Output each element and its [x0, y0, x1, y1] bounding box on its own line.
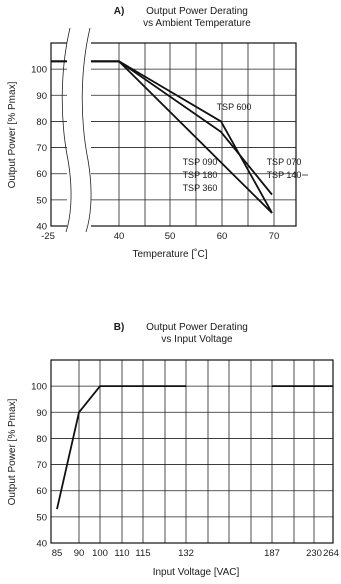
chart-b-xtick-label: 100	[92, 548, 108, 559]
chart-b-subtitle: vs Input Voltage	[161, 334, 233, 345]
chart-a-series-line	[91, 60, 273, 214]
chart-a-annotation: TSP 180	[183, 170, 218, 180]
chart-a-xtick-label: 70	[269, 231, 280, 242]
chart-a-annotation: TSP 070	[267, 157, 302, 167]
chart-a-ytick-label: 70	[36, 143, 47, 154]
chart-b-ytick-label: 40	[36, 539, 47, 550]
chart-b-ytick-label: 100	[31, 382, 47, 393]
chart-b-ytick-label: 70	[36, 460, 47, 471]
chart-a-series-line	[91, 60, 273, 196]
chart-a-title: Output Power Derating	[146, 6, 248, 17]
chart-a-ytick-label: 50	[36, 195, 47, 206]
chart-a-panel-label: A)	[114, 6, 125, 17]
chart-a-series-line	[91, 60, 273, 214]
chart-a-xtick-label: 40	[114, 231, 125, 242]
chart-a-annotation: TSP 360	[183, 183, 218, 193]
chart-b-ytick-label: 50	[36, 512, 47, 523]
chart-a-ylabel: Output Power [% Pmax]	[7, 81, 18, 188]
chart-a-break-mark-left	[61, 27, 72, 233]
chart-b-xtick-label: 115	[135, 548, 150, 559]
chart-b-xtick-label: 85	[52, 548, 63, 559]
chart-a-annotation: TSP 140	[267, 170, 302, 180]
chart-b-xtick-label: 230	[306, 548, 322, 559]
chart-a-ytick-label: 60	[36, 169, 47, 180]
chart-a-frame	[50, 42, 297, 227]
chart-b-title: Output Power Derating	[146, 322, 248, 333]
chart-a-ytick-label: 90	[36, 91, 47, 102]
chart-a-xlabel: Temperature [˚C]	[132, 248, 207, 260]
chart-b-xtick-label: 132	[178, 548, 194, 559]
chart-b-xtick-label: 90	[74, 548, 85, 559]
chart-a-subtitle: vs Ambient Temperature	[143, 18, 251, 29]
chart-a-xtick-label: 50	[165, 231, 176, 242]
chart-b-frame	[50, 359, 334, 544]
chart-a-ytick-label: 100	[31, 65, 47, 76]
chart-b-xlabel: Input Voltage [VAC]	[153, 567, 240, 578]
chart-b-ylabel: Output Power [% Pmax]	[7, 398, 18, 505]
chart-b-xtick-label: 110	[114, 548, 129, 559]
chart-b-xtick-label: 187	[264, 548, 280, 559]
chart-a-annotation: TSP 600	[217, 102, 252, 112]
chart-a-break-mark-right	[81, 27, 92, 233]
chart-b-ytick-label: 60	[36, 486, 47, 497]
chart-a-ytick-label: 80	[36, 117, 47, 128]
chart-a-xtick-label: 60	[217, 231, 228, 242]
chart-b-xtick-label: 264	[323, 548, 339, 559]
chart-a-ytick-label: 40	[36, 222, 47, 233]
chart-b-ytick-label: 80	[36, 434, 47, 445]
chart-a-xtick-label: -25	[41, 231, 55, 242]
chart-b-series-line	[56, 385, 186, 510]
chart-a-annotation: TSP 090	[183, 157, 218, 167]
chart-b-ytick-label: 90	[36, 408, 47, 419]
chart-b-panel-label: B)	[114, 322, 125, 333]
